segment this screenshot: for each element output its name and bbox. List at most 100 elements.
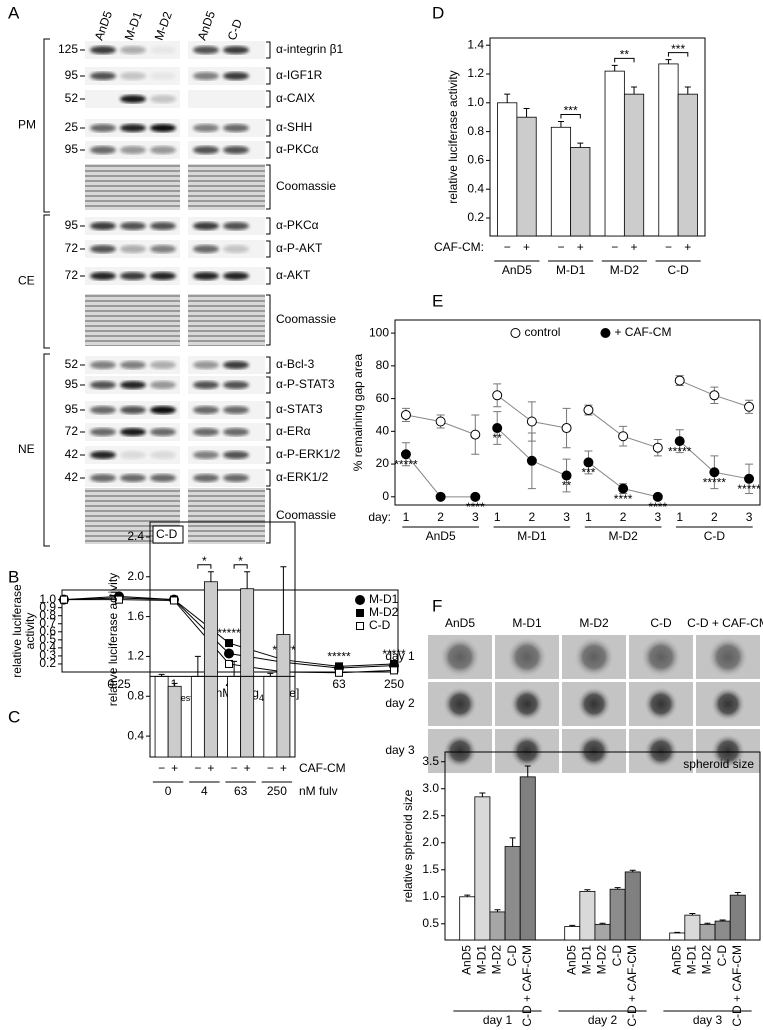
row-label: α-PKCα (276, 142, 319, 156)
spheroid (641, 637, 681, 677)
spheroid (510, 734, 544, 768)
y-tick-label: 40 (376, 423, 390, 437)
x-tick-label: − (557, 240, 564, 254)
bar (550, 126, 572, 237)
group-axis-label: nM fulv (299, 784, 338, 798)
significance: * (238, 554, 243, 568)
group-label: day 2 (588, 1013, 618, 1027)
bar (154, 675, 169, 758)
x-tick-label: 2 (437, 510, 444, 524)
y-tick-label: 1.2 (467, 66, 484, 80)
error-bar (734, 891, 741, 896)
group-label: M-D1 (517, 529, 547, 543)
band (150, 124, 176, 132)
significance: **** (466, 500, 485, 514)
group-label: M-D2 (608, 529, 638, 543)
y-tick-label: 3.5 (422, 754, 439, 768)
group-label: 63 (234, 784, 248, 798)
band (223, 381, 249, 389)
band (150, 474, 176, 482)
row-label: α-PKCα (276, 218, 319, 232)
point (470, 429, 481, 440)
marker-size: 72 (65, 268, 79, 282)
row-bracket (266, 469, 271, 487)
point (600, 328, 611, 338)
plot-frame (149, 521, 296, 758)
bar (459, 896, 476, 941)
error-bar (524, 765, 531, 777)
coomassie-stain (188, 164, 265, 210)
spheroid (711, 734, 745, 768)
panel-letter: D (432, 3, 444, 22)
error-bar (719, 919, 726, 922)
y-tick-label: 0.3 (39, 648, 56, 662)
point (526, 416, 537, 427)
band (120, 222, 146, 230)
y-tick-label: 3.0 (422, 781, 439, 795)
legend-label: M-D1 (369, 592, 399, 606)
band (90, 146, 116, 154)
row-bracket (266, 141, 271, 159)
row-bracket (266, 217, 271, 235)
point (335, 668, 343, 677)
band (120, 474, 146, 482)
x-tick-label: M-D1 (475, 945, 489, 975)
marker-size: 25 (65, 120, 79, 134)
error-bar (509, 837, 516, 847)
error-bar (684, 86, 691, 95)
bar (276, 634, 291, 758)
point (744, 401, 755, 412)
band (193, 245, 219, 253)
spheroid (644, 687, 678, 721)
row-label: α-P-AKT (276, 241, 323, 255)
band (120, 46, 146, 54)
y-axis-label: relative luciferase activity (106, 573, 120, 706)
row-bracket (266, 423, 271, 441)
x-tick-label: + (244, 761, 251, 775)
group-label: 4 (201, 784, 208, 798)
bar (684, 914, 701, 941)
group-label: day 1 (483, 1013, 513, 1027)
error-bar (523, 108, 530, 118)
band (120, 124, 146, 132)
spheroid (510, 687, 544, 721)
band (90, 272, 116, 280)
group-label: NE (18, 442, 35, 456)
error-bar (629, 869, 636, 872)
band (90, 245, 116, 253)
x-tick-label: 1 (403, 510, 410, 524)
x-tick-label: C-D + CAF-CM (520, 945, 534, 1027)
error-bar (577, 142, 584, 148)
significance: ***** (394, 457, 418, 471)
x-tick-label: C-D (505, 945, 519, 967)
band (150, 146, 176, 154)
bar (474, 796, 491, 941)
band (193, 474, 219, 482)
row-label: α-Bcl-3 (276, 357, 315, 371)
point (583, 405, 594, 416)
band (193, 124, 219, 132)
group-bracket (43, 353, 50, 547)
row-bracket (266, 164, 271, 210)
marker-size: 95 (65, 218, 79, 232)
significance: ***** (217, 626, 241, 640)
group-label: PM (18, 118, 36, 132)
significance: **** (614, 492, 633, 506)
marker-size: 72 (65, 424, 79, 438)
row-label: Coomassie (276, 508, 336, 522)
band (120, 428, 146, 436)
point (652, 442, 663, 453)
significance-bracket (233, 564, 248, 569)
x-tick-label: 1 (676, 510, 683, 524)
x-tick-label: AnD5 (564, 945, 578, 975)
point (652, 491, 663, 502)
spheroid (507, 637, 547, 677)
row-bracket (266, 376, 271, 394)
significance: *** (564, 104, 578, 118)
point (356, 622, 364, 630)
band (90, 222, 116, 230)
x-tick-label: 3 (654, 510, 661, 524)
point (583, 457, 594, 468)
y-tick-label: 0.5 (39, 632, 56, 646)
